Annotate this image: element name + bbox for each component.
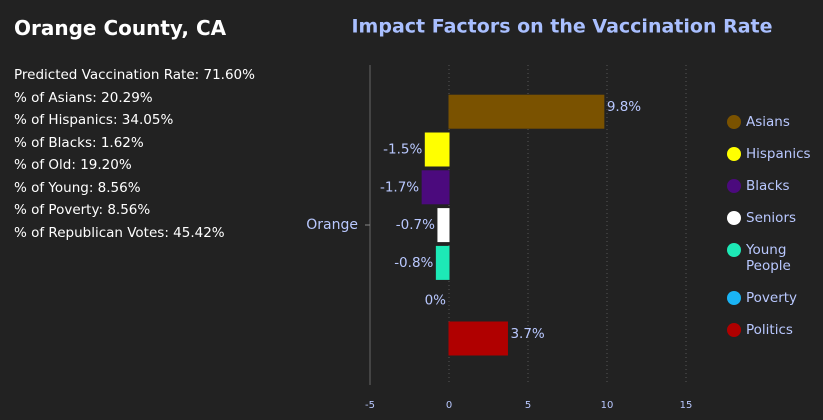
- x-tick-label: 0: [446, 400, 452, 411]
- value-label: -1.7%: [380, 179, 419, 195]
- legend-label: Poverty: [746, 290, 798, 306]
- stat-line: % of Blacks: 1.62%: [14, 134, 144, 151]
- stat-line: % of Young: 8.56%: [14, 179, 141, 196]
- x-tick-label: 10: [601, 400, 614, 411]
- stat-line: Predicted Vaccination Rate: 71.60%: [14, 67, 255, 83]
- legend-item: Seniors: [727, 210, 823, 226]
- chart-title: Impact Factors on the Vaccination Rate: [351, 16, 772, 38]
- legend-label: Asians: [746, 114, 790, 130]
- bar: [448, 94, 605, 129]
- value-label: 0%: [425, 293, 447, 309]
- legend-swatch: [727, 243, 741, 257]
- stat-line: % of Asians: 20.29%: [14, 89, 153, 106]
- stat-line: % of Republican Votes: 45.42%: [14, 224, 225, 241]
- legend-item: Politics: [727, 322, 823, 338]
- legend-label: Hispanics: [746, 146, 811, 162]
- legend-item: Asians: [727, 114, 823, 130]
- legend-item: Young People: [727, 242, 823, 274]
- stats-list: Predicted Vaccination Rate: 71.60% % of A…: [14, 64, 255, 244]
- bar: [435, 245, 450, 280]
- value-label: -0.7%: [396, 217, 435, 233]
- stat-line: % of Hispanics: 34.05%: [14, 112, 174, 128]
- y-tick-label: Orange: [306, 217, 358, 233]
- value-label: 9.8%: [607, 99, 641, 115]
- x-tick-label: 5: [525, 400, 531, 411]
- legend-item: Blacks: [727, 178, 823, 194]
- legend-label: Seniors: [746, 210, 797, 226]
- county-title: Orange County, CA: [14, 16, 227, 40]
- legend-label: Politics: [746, 322, 793, 338]
- legend-label: Young People: [746, 242, 791, 274]
- value-label: -1.5%: [383, 142, 422, 158]
- bar: [448, 321, 508, 356]
- legend-label: Blacks: [746, 178, 790, 194]
- legend-item: Poverty: [727, 290, 823, 306]
- value-label: 3.7%: [510, 326, 544, 342]
- legend-swatch: [727, 323, 741, 337]
- bar: [421, 170, 450, 205]
- x-tick-label: -5: [365, 400, 375, 411]
- value-label: -0.8%: [394, 255, 433, 271]
- legend: Asians Hispanics Blacks Seniors Young People…: [727, 114, 823, 354]
- legend-swatch: [727, 147, 741, 161]
- stat-line: % of Poverty: 8.56%: [14, 202, 151, 218]
- legend-swatch: [727, 211, 741, 225]
- bar: [424, 132, 450, 167]
- legend-item: Hispanics: [727, 146, 823, 162]
- stat-line: % of Old: 19.20%: [14, 157, 132, 173]
- x-tick-label: 15: [680, 400, 693, 411]
- legend-swatch: [727, 115, 741, 129]
- legend-swatch: [727, 291, 741, 305]
- bar: [437, 208, 450, 243]
- legend-swatch: [727, 179, 741, 193]
